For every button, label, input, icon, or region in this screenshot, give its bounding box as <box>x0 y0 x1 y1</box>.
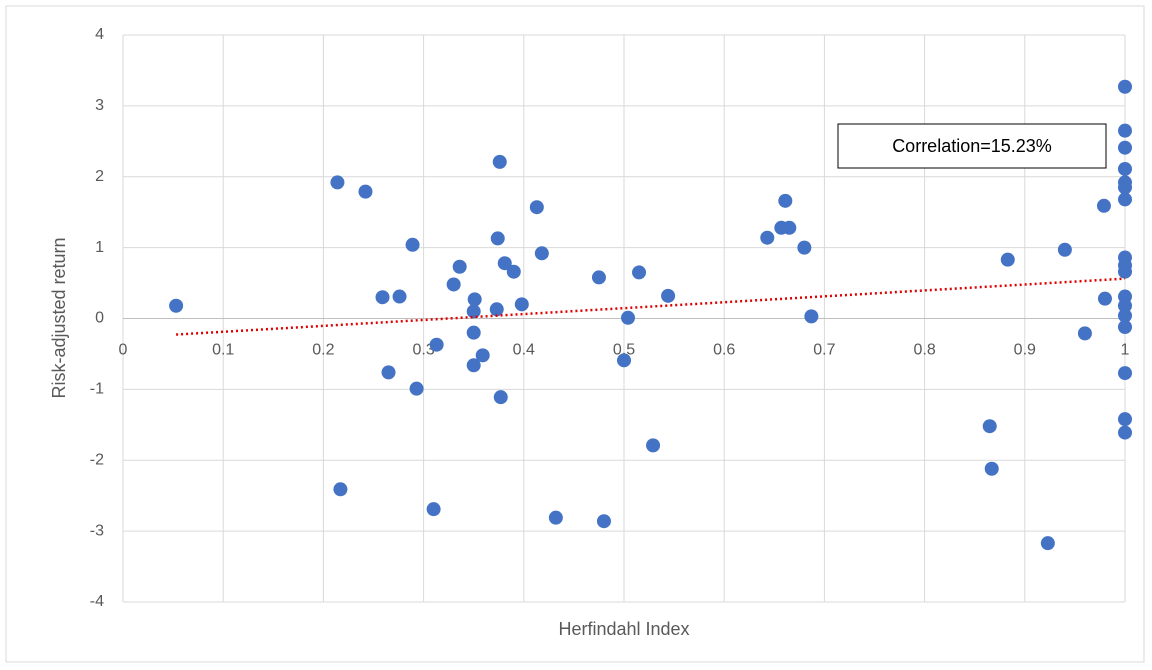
point <box>534 246 549 261</box>
point <box>661 288 676 303</box>
x-tick-label: 0.3 <box>412 342 434 359</box>
x-axis-title: Herfindahl Index <box>558 619 689 639</box>
point <box>804 309 819 324</box>
point <box>548 510 563 525</box>
point <box>514 297 529 312</box>
point <box>760 230 775 245</box>
point <box>452 259 467 274</box>
point <box>982 419 997 434</box>
point <box>632 265 647 280</box>
point <box>529 200 544 215</box>
x-tick-label: 0.6 <box>713 342 735 359</box>
annotation-box <box>837 123 1107 169</box>
point <box>984 461 999 476</box>
x-tick-label: 0.9 <box>1014 342 1036 359</box>
x-tick-label: 0.1 <box>212 342 234 359</box>
point <box>1118 123 1132 138</box>
trendline <box>176 277 1126 336</box>
point <box>1057 242 1072 257</box>
y-tick-label: 3 <box>95 97 104 114</box>
point <box>1118 320 1132 335</box>
y-tick-label: 1 <box>95 239 104 256</box>
point <box>409 381 424 396</box>
point <box>392 289 407 304</box>
point <box>1000 252 1015 267</box>
point <box>405 237 420 252</box>
point <box>1118 140 1132 155</box>
y-tick-label: 4 <box>95 26 104 43</box>
point <box>330 175 345 190</box>
point <box>1118 161 1132 176</box>
point <box>782 220 797 235</box>
point <box>467 292 482 307</box>
point <box>1040 536 1055 551</box>
point <box>333 482 348 497</box>
point <box>617 353 631 368</box>
point <box>466 358 481 373</box>
point <box>466 325 481 340</box>
y-tick-label: 0 <box>95 310 104 327</box>
point <box>466 304 481 319</box>
point <box>1118 425 1132 440</box>
point <box>1118 180 1132 195</box>
y-tick-label: -2 <box>90 451 104 468</box>
point <box>490 231 505 246</box>
point <box>489 302 504 317</box>
point <box>375 290 390 305</box>
point <box>1118 264 1132 279</box>
point <box>1118 298 1132 313</box>
point <box>591 270 606 285</box>
annotation: Correlation=15.23% <box>892 136 1052 156</box>
point <box>778 193 793 208</box>
point <box>646 438 661 453</box>
point <box>506 264 521 279</box>
x-tick-label: 0.8 <box>913 342 935 359</box>
point <box>1077 326 1092 341</box>
plot-area: -4 -3 -2 -1 0 1 2 3 4 0 0.1 0.2 0.3 0.4 0.5 0.6 0.7 0.8 0.… <box>90 26 1132 610</box>
point <box>1118 192 1132 207</box>
point <box>429 337 444 352</box>
point <box>493 390 508 405</box>
point <box>1097 291 1112 306</box>
point <box>797 240 812 255</box>
y-axis-title: Risk-adjusted return <box>49 237 69 398</box>
point <box>1118 308 1132 323</box>
y-tick-label: -1 <box>90 381 104 398</box>
point <box>475 348 490 363</box>
point <box>446 277 461 292</box>
point <box>497 256 512 271</box>
y-tick-label: 2 <box>95 168 104 185</box>
x-tick-label: 0.2 <box>312 342 334 359</box>
point <box>169 298 184 313</box>
point <box>492 154 507 169</box>
x-tick-label: 0.7 <box>813 342 835 359</box>
point <box>596 514 611 529</box>
point <box>1118 412 1132 427</box>
point <box>426 502 441 517</box>
x-tick-label: 0 <box>119 342 128 359</box>
point <box>1118 366 1132 381</box>
y-tick-label: -4 <box>90 593 104 610</box>
point <box>358 184 373 199</box>
point <box>621 310 636 325</box>
point <box>1096 198 1111 213</box>
x-tick-label: 1 <box>1121 342 1130 359</box>
chart-border <box>5 5 1145 663</box>
x-tick-label: 0.4 <box>513 342 535 359</box>
y-tick-label: -3 <box>90 522 104 539</box>
point <box>381 365 396 380</box>
x-tick-label: 0.5 <box>613 342 635 359</box>
point <box>1118 79 1132 94</box>
